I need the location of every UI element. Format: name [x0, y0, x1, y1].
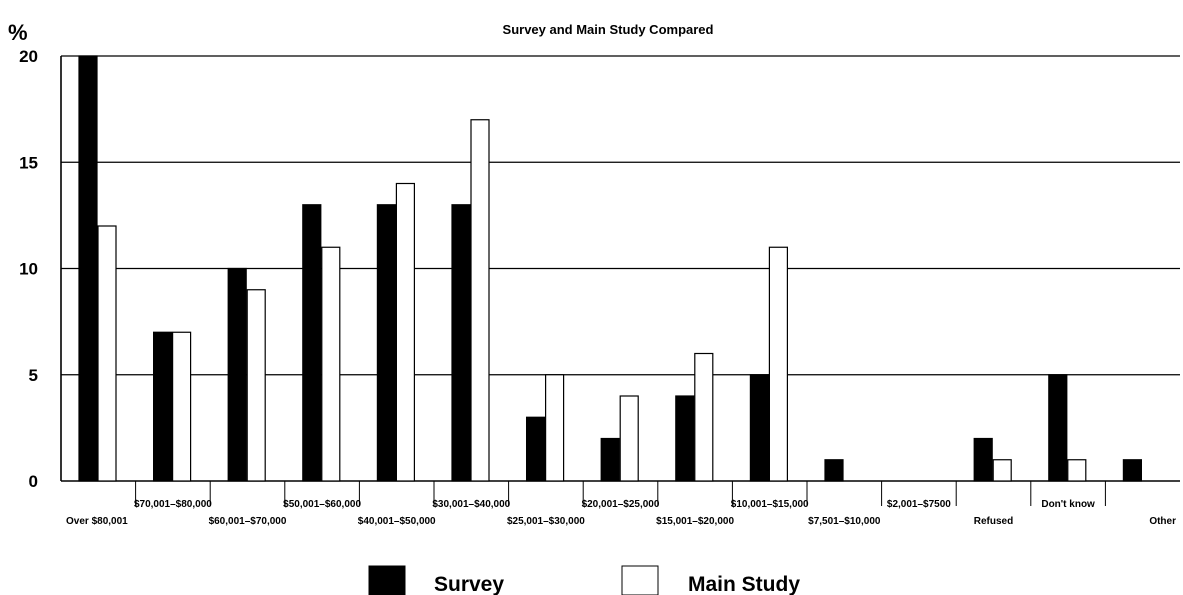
legend-swatch-survey: [368, 565, 406, 595]
bar-survey: [153, 331, 173, 482]
y-tick-label: 0: [29, 472, 38, 491]
bar-main-study: [992, 459, 1012, 482]
bar-main-study: [246, 289, 266, 482]
x-tick-label: $20,001–$25,000: [582, 499, 660, 510]
x-tick-label: $25,001–$30,000: [507, 516, 585, 527]
x-tick-label: $2,001–$7500: [887, 499, 951, 510]
x-tick-label: $60,001–$70,000: [209, 516, 287, 527]
y-tick-label: 5: [29, 366, 38, 385]
legend-label-survey: Survey: [434, 573, 504, 595]
x-tick-label: $30,001–$40,000: [432, 499, 510, 510]
bar-main-study: [619, 395, 639, 482]
x-tick-label: Don't know: [1041, 499, 1095, 510]
bar-survey: [227, 267, 247, 482]
bar-main-study: [470, 119, 490, 482]
bar-main-study: [97, 225, 117, 482]
bar-main-study: [1067, 459, 1087, 482]
y-axis-ticks: 0 5 10 15 20: [19, 47, 38, 491]
bar-survey: [302, 204, 322, 482]
bar-survey: [675, 395, 695, 482]
bar-main-study: [544, 374, 565, 482]
legend-swatch-main-study: [621, 565, 659, 595]
bar-survey: [1048, 374, 1068, 482]
bar-main-study: [768, 246, 789, 482]
chart-title: Survey and Main Study Compared: [503, 22, 714, 37]
x-tick-label: $7,501–$10,000: [808, 516, 881, 527]
x-tick-label: Other: [1149, 516, 1176, 527]
legend-label-main-study: Main Study: [688, 573, 800, 595]
x-tick-label: $70,001–$80,000: [134, 499, 212, 510]
bar-survey: [525, 416, 546, 482]
x-tick-label: $40,001–$50,000: [358, 516, 436, 527]
bar-main-study: [395, 182, 415, 482]
bar-survey: [1122, 459, 1143, 482]
y-axis-unit: %: [8, 20, 28, 45]
x-tick-label: Refused: [974, 516, 1013, 527]
bar-survey: [973, 437, 993, 482]
bar-survey: [451, 204, 471, 482]
x-tick-label: $10,001–$15,000: [731, 499, 809, 510]
x-tick-label: Over $80,001: [66, 516, 128, 527]
bar-main-study: [321, 246, 341, 482]
x-tick-label: $50,001–$60,000: [283, 499, 361, 510]
bar-main-study: [694, 352, 714, 482]
bar-survey: [78, 55, 98, 482]
bar-survey: [600, 437, 620, 482]
bars: [78, 55, 1143, 482]
y-tick-label: 15: [19, 153, 38, 172]
bar-survey: [749, 374, 770, 482]
bar-main-study: [172, 331, 192, 482]
legend: Survey Main Study: [368, 565, 800, 595]
x-axis-ticks: Over $80,001 $70,001–$80,000 $60,001–$70,0…: [66, 481, 1176, 527]
bar-survey: [376, 204, 396, 482]
y-tick-label: 20: [19, 47, 38, 66]
x-tick-label: $15,001–$20,000: [656, 516, 734, 527]
y-tick-label: 10: [19, 260, 38, 279]
bar-survey: [824, 459, 844, 482]
